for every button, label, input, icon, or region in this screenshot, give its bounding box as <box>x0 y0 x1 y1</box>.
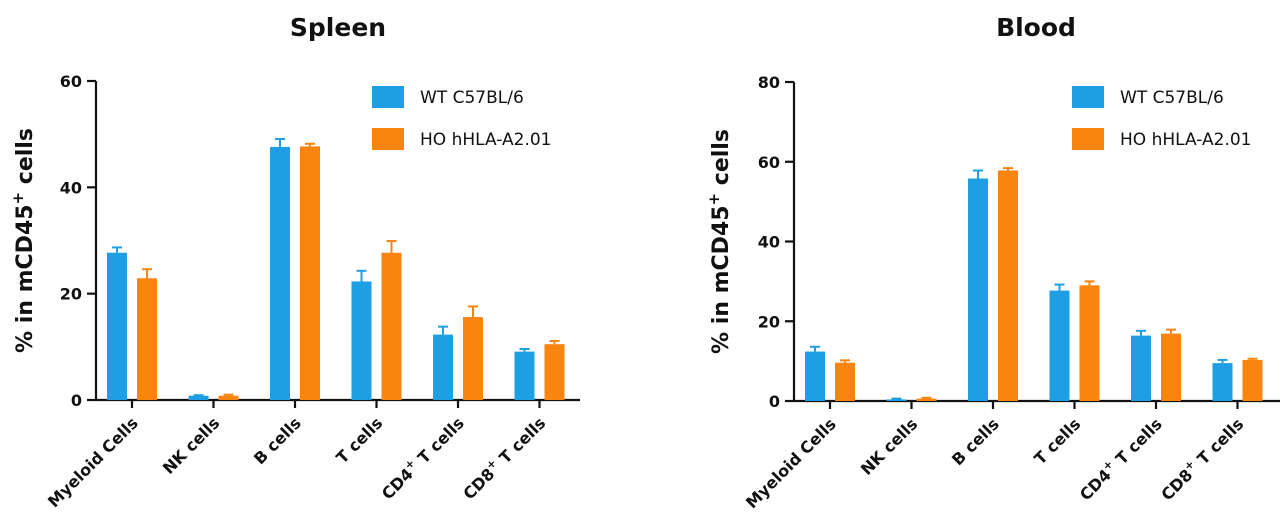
legend-swatch <box>1072 128 1104 150</box>
bar-ho <box>835 362 855 401</box>
bar-wt <box>1212 363 1233 401</box>
x-tick-label: Myeloid Cells <box>44 413 142 511</box>
x-tick-label: T cells <box>332 413 386 467</box>
y-axis-label: % in mCD45+ cells <box>705 129 734 354</box>
bar-wt <box>1131 335 1151 401</box>
x-tick-label: NK cells <box>159 413 223 477</box>
x-tick-label: Myeloid Cells <box>742 414 840 512</box>
legend-swatch <box>372 128 404 150</box>
y-tick-label: 40 <box>758 233 780 252</box>
bar-ho <box>218 395 239 400</box>
bar-wt <box>351 281 372 400</box>
bar-wt <box>433 334 453 400</box>
x-tick-label: B cells <box>948 414 1003 469</box>
bar-ho <box>300 146 320 400</box>
bar-ho <box>463 317 483 400</box>
legend-label: HO hHLA-A2.01 <box>1120 130 1251 150</box>
y-tick-label: 40 <box>60 178 82 197</box>
chart-title: Blood <box>996 13 1076 42</box>
x-tick-label: CD8+ T cells <box>458 412 549 503</box>
x-tick-label: B cells <box>250 413 305 468</box>
x-tick-label: T cells <box>1030 414 1084 468</box>
bar-ho <box>1079 285 1100 401</box>
bar-wt <box>107 252 127 400</box>
y-tick-label: 20 <box>758 312 780 331</box>
bar-ho <box>916 398 937 401</box>
y-tick-label: 0 <box>769 392 780 411</box>
x-tick-label: CD4+ T cells <box>1074 413 1165 504</box>
bar-ho <box>998 170 1018 401</box>
x-tick-label: CD8+ T cells <box>1156 413 1247 504</box>
chart-blood: Blood % in mCD45+ cells 0 20 40 60 80 Myeloid C… <box>705 13 1280 512</box>
y-tick-label: 60 <box>60 72 82 91</box>
bar-ho <box>544 344 565 400</box>
y-tick-label: 0 <box>71 391 82 410</box>
legend-swatch <box>372 86 404 108</box>
bar-ho <box>1242 359 1263 401</box>
bar-ho <box>137 278 157 400</box>
y-axis-label: % in mCD45+ cells <box>9 128 38 353</box>
legend-label: WT C57BL/6 <box>420 88 524 108</box>
bar-ho <box>381 252 402 400</box>
bar-wt <box>270 146 290 400</box>
legend-swatch <box>1072 86 1104 108</box>
bar-wt <box>805 351 825 401</box>
bar-wt <box>968 178 988 401</box>
y-tick-label: 60 <box>758 153 780 172</box>
x-tick-label: CD4+ T cells <box>376 412 467 503</box>
chart-title: Spleen <box>290 13 386 42</box>
y-tick-label: 80 <box>758 73 780 92</box>
y-tick-label: 20 <box>60 285 82 304</box>
bar-wt <box>886 399 907 401</box>
legend-label: WT C57BL/6 <box>1120 88 1224 108</box>
legend-label: HO hHLA-A2.01 <box>420 130 551 150</box>
bar-wt <box>1049 290 1070 401</box>
x-tick-label: NK cells <box>857 414 921 478</box>
chart-spleen: Spleen % in mCD45+ cells 0 20 40 60 Myeloid Ce… <box>9 13 580 511</box>
bar-ho <box>1161 333 1181 401</box>
bar-wt <box>188 395 209 400</box>
bar-wt <box>514 351 535 400</box>
